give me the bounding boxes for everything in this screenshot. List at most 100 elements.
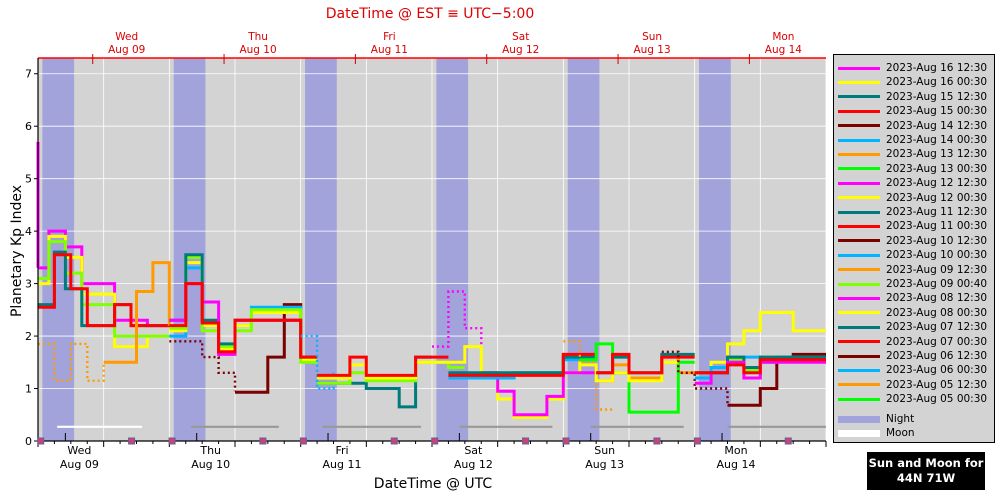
legend-label: 2023-Aug 16 00:30 xyxy=(886,76,988,89)
kp-trace xyxy=(596,352,695,375)
kp-trace xyxy=(169,340,237,392)
legend-swatch xyxy=(838,196,880,200)
legend-label: Moon xyxy=(886,427,915,439)
top-day-label: Fri xyxy=(383,31,396,43)
legend-swatch xyxy=(838,95,880,99)
legend-label: 2023-Aug 13 12:30 xyxy=(886,148,988,161)
legend-swatch xyxy=(838,109,880,113)
top-date-label: Aug 10 xyxy=(239,44,276,56)
legend-swatch xyxy=(838,325,880,329)
legend-label: 2023-Aug 15 12:30 xyxy=(886,90,988,103)
legend-label: 2023-Aug 10 00:30 xyxy=(886,249,988,262)
kp-trace xyxy=(661,350,729,405)
legend-swatch xyxy=(838,429,880,437)
kp-trace xyxy=(38,253,170,328)
legend: 2023-Aug 16 12:30 2023-Aug 16 00:30 2023-A… xyxy=(833,54,995,443)
night-band xyxy=(567,58,600,441)
legend-label: 2023-Aug 15 00:30 xyxy=(886,105,988,118)
legend-item: 2023-Aug 05 00:30 xyxy=(838,392,987,406)
legend-item: 2023-Aug 14 00:30 xyxy=(838,133,987,147)
y-tick-label: 1 xyxy=(25,383,32,396)
x-day-label: Mon xyxy=(724,444,747,457)
legend-label: 2023-Aug 08 12:30 xyxy=(886,292,988,305)
legend-swatch xyxy=(838,368,880,372)
legend-item: 2023-Aug 11 00:30 xyxy=(838,219,987,233)
legend-label: 2023-Aug 11 12:30 xyxy=(886,206,988,218)
event-marker xyxy=(653,437,661,445)
legend-swatch xyxy=(838,138,880,142)
top-date-label: Aug 09 xyxy=(108,44,145,56)
x-date-label: Aug 10 xyxy=(191,458,230,471)
y-tick-label: 0 xyxy=(25,435,32,448)
legend-label: 2023-Aug 07 12:30 xyxy=(886,321,988,334)
legend-item: 2023-Aug 05 12:30 xyxy=(838,378,987,392)
kp-trace xyxy=(103,261,171,364)
x-date-label: Aug 09 xyxy=(60,458,99,471)
legend-item: 2023-Aug 09 12:30 xyxy=(838,263,987,277)
event-marker xyxy=(784,437,792,445)
sun-moon-line-2: 44N 71W xyxy=(896,471,956,485)
legend-label: 2023-Aug 14 00:30 xyxy=(886,134,988,146)
sun-moon-location-note: Sun and Moon for 44N 71W xyxy=(867,452,985,490)
legend-item: Night xyxy=(838,412,914,426)
legend-label: 2023-Aug 13 00:30 xyxy=(886,162,988,175)
legend-swatch xyxy=(838,239,880,243)
legend-swatch xyxy=(838,224,880,228)
x-day-label: Sat xyxy=(464,444,483,457)
kp-trace xyxy=(317,355,449,377)
top-date-label: Aug 11 xyxy=(371,44,408,56)
y-tick-label: 3 xyxy=(25,278,32,291)
kp-trace xyxy=(169,261,318,362)
legend-item: 2023-Aug 10 00:30 xyxy=(838,248,987,262)
legend-item: 2023-Aug 16 00:30 xyxy=(838,75,987,89)
legend-swatch xyxy=(838,124,880,128)
top-date-label: Aug 14 xyxy=(765,44,803,56)
legend-item: 2023-Aug 06 00:30 xyxy=(838,363,987,377)
legend-item: Moon xyxy=(838,426,915,440)
night-band xyxy=(436,58,469,441)
legend-label: 2023-Aug 08 00:30 xyxy=(886,306,988,319)
y-axis-title: Planetary Kp Index xyxy=(9,185,25,318)
legend-swatch xyxy=(838,354,880,358)
legend-label: 2023-Aug 05 12:30 xyxy=(886,378,988,391)
legend-label: 2023-Aug 12 00:30 xyxy=(886,191,988,204)
kp-trace xyxy=(727,352,826,407)
y-tick-label: 7 xyxy=(25,68,32,81)
legend-item: 2023-Aug 10 12:30 xyxy=(838,234,987,248)
legend-label: 2023-Aug 10 12:30 xyxy=(886,234,988,247)
top-day-label: Wed xyxy=(115,31,138,43)
event-marker xyxy=(259,437,267,445)
x-date-label: Aug 11 xyxy=(323,458,362,471)
legend-swatch xyxy=(838,415,880,423)
legend-label: 2023-Aug 14 12:30 xyxy=(886,119,988,132)
legend-label: Night xyxy=(886,413,915,425)
legend-item: 2023-Aug 14 12:30 xyxy=(838,119,987,133)
top-axis-title: DateTime @ EST ≡ UTC−5:00 xyxy=(325,6,535,22)
y-tick-label: 4 xyxy=(25,225,32,238)
sun-moon-line-1: Sun and Moon for xyxy=(868,456,984,470)
legend-label: 2023-Aug 16 12:30 xyxy=(886,62,988,74)
legend-swatch xyxy=(838,397,880,401)
legend-swatch xyxy=(838,80,880,84)
top-day-label: Sun xyxy=(642,31,662,43)
legend-swatch xyxy=(838,383,880,387)
x-date-label: Aug 12 xyxy=(454,458,493,471)
kp-trace xyxy=(432,290,483,373)
legend-swatch xyxy=(838,282,880,286)
x-date-label: Aug 14 xyxy=(717,458,756,471)
legend-label: 2023-Aug 11 00:30 xyxy=(886,220,988,233)
kp-trace xyxy=(481,371,597,417)
event-marker xyxy=(299,437,307,445)
top-date-label: Aug 12 xyxy=(502,44,539,56)
kp-trace xyxy=(694,311,826,380)
legend-swatch xyxy=(838,268,880,272)
kp-trace xyxy=(694,358,826,375)
top-date-label: Aug 13 xyxy=(633,44,670,56)
legend-swatch xyxy=(838,210,880,214)
kp-trace xyxy=(448,352,597,377)
x-day-label: Thu xyxy=(199,444,221,457)
top-day-label: Mon xyxy=(772,31,794,43)
legend-label: 2023-Aug 06 00:30 xyxy=(886,364,988,377)
legend-label: 2023-Aug 05 00:30 xyxy=(886,393,988,406)
